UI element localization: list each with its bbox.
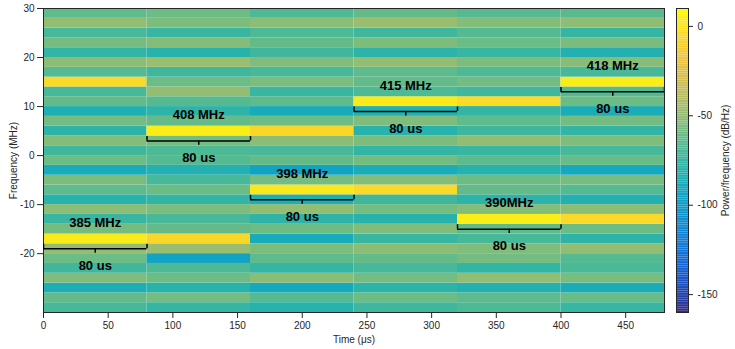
svg-text:80 us: 80 us [79, 258, 112, 273]
svg-text:390MHz: 390MHz [485, 195, 534, 210]
svg-text:80 us: 80 us [182, 150, 215, 165]
svg-text:150: 150 [229, 320, 246, 331]
svg-text:80 us: 80 us [389, 121, 422, 136]
svg-text:350: 350 [488, 320, 505, 331]
svg-text:250: 250 [359, 320, 376, 331]
svg-text:Time (μs): Time (μs) [333, 334, 375, 345]
svg-text:30: 30 [23, 3, 35, 14]
svg-text:-50: -50 [698, 110, 713, 121]
svg-text:-100: -100 [698, 199, 718, 210]
svg-text:385 MHz: 385 MHz [69, 215, 122, 230]
svg-text:408 MHz: 408 MHz [173, 107, 226, 122]
svg-text:Frequency (MHz): Frequency (MHz) [8, 122, 19, 199]
svg-text:300: 300 [423, 320, 440, 331]
svg-text:200: 200 [294, 320, 311, 331]
svg-text:0: 0 [41, 320, 47, 331]
svg-text:0: 0 [29, 150, 35, 161]
svg-text:415 MHz: 415 MHz [380, 78, 433, 93]
svg-text:100: 100 [165, 320, 182, 331]
svg-text:20: 20 [23, 52, 35, 63]
svg-text:80 us: 80 us [286, 209, 319, 224]
svg-text:398 MHz: 398 MHz [276, 166, 329, 181]
svg-text:450: 450 [617, 320, 634, 331]
svg-text:0: 0 [698, 21, 704, 32]
svg-text:-150: -150 [698, 289, 718, 300]
svg-text:Power/frequency (dB/Hz): Power/frequency (dB/Hz) [720, 105, 731, 217]
svg-text:80 us: 80 us [493, 238, 526, 253]
svg-text:-20: -20 [20, 248, 35, 259]
svg-text:418 MHz: 418 MHz [587, 58, 640, 73]
svg-text:-10: -10 [20, 199, 35, 210]
svg-text:400: 400 [553, 320, 570, 331]
svg-text:80 us: 80 us [596, 101, 629, 116]
svg-text:10: 10 [23, 101, 35, 112]
svg-text:50: 50 [103, 320, 115, 331]
